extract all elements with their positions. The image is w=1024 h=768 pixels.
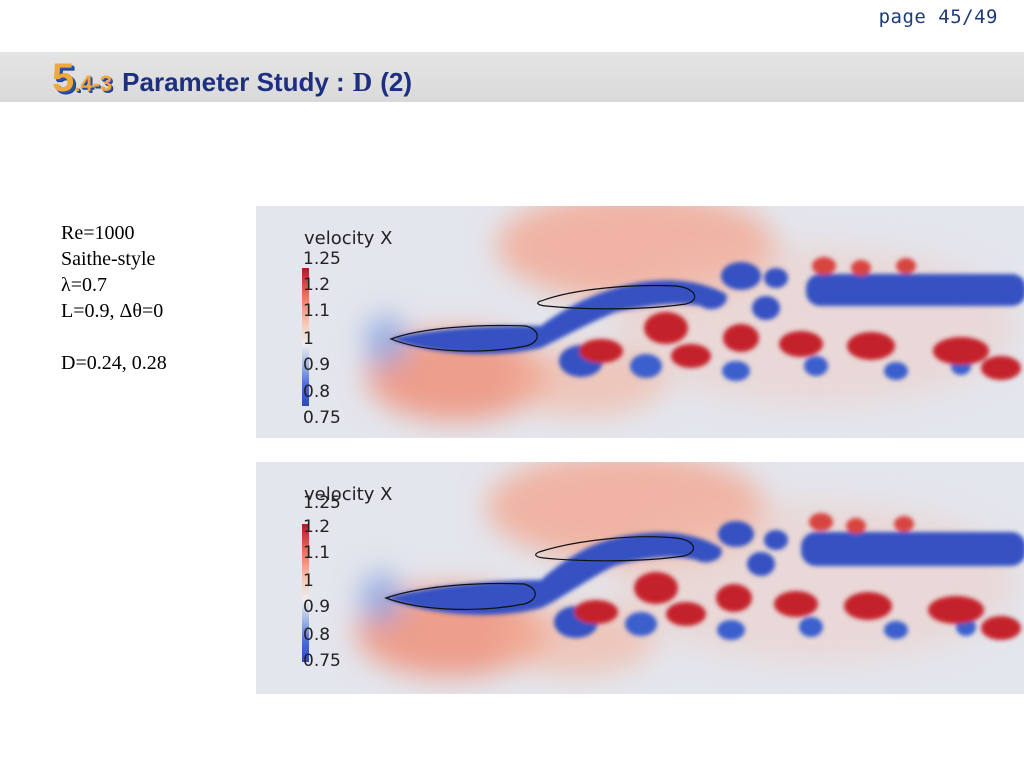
param-distance: D=0.24, 0.28 (61, 352, 167, 374)
parameter-list: Re=1000 Saithe-style λ=0.7 L=0.9, Δθ=0 D… (61, 220, 167, 376)
colorbar-tick: 0.8 (303, 625, 331, 645)
plot-label: velocity X (304, 228, 393, 249)
flow-field-1 (256, 206, 1024, 438)
colorbar-tick: 1 (303, 329, 314, 349)
slide-title: 5 .4-3 Parameter Study : D (2) (52, 56, 412, 100)
colorbar (302, 268, 309, 406)
title-tail: (2) (380, 67, 412, 97)
subsection-number: .4-3 (74, 71, 113, 96)
colorbar (302, 524, 309, 662)
flow-field-2 (256, 462, 1024, 694)
colorbar-tick: 0.75 (303, 408, 341, 428)
colorbar-tick: 1.1 (303, 543, 331, 563)
colorbar-tick: 0.75 (303, 651, 341, 671)
section-number: 5 (52, 56, 75, 100)
velocity-plot-2: velocity X 1.25 1.2 1.1 1 0.9 0.8 0.75 (256, 462, 1024, 694)
velocity-plot-1: velocity X 1.25 1.2 1.1 1 0.9 0.8 0.75 (256, 206, 1024, 438)
colorbar-tick: 1.2 (303, 517, 331, 537)
param-length-angle: L=0.9, Δθ=0 (61, 300, 164, 322)
plot-label: velocity X (304, 484, 393, 505)
colorbar-tick: 1.25 (303, 493, 341, 513)
colorbar-tick: 0.9 (303, 355, 331, 375)
colorbar-tick: 1.25 (303, 249, 341, 269)
colorbar-tick: 0.8 (303, 382, 331, 402)
page-number: page 45/49 (878, 6, 998, 28)
param-lambda: λ=0.7 (61, 274, 107, 296)
title-text: Parameter Study : (122, 67, 345, 97)
colorbar-tick: 1.1 (303, 301, 331, 321)
colorbar-tick: 1 (303, 571, 314, 591)
title-bar (0, 52, 1024, 102)
param-reynolds: Re=1000 (61, 222, 135, 244)
param-style: Saithe-style (61, 248, 156, 270)
colorbar-tick: 1.2 (303, 275, 331, 295)
title-symbol: D (352, 67, 373, 97)
colorbar-tick: 0.9 (303, 597, 331, 617)
